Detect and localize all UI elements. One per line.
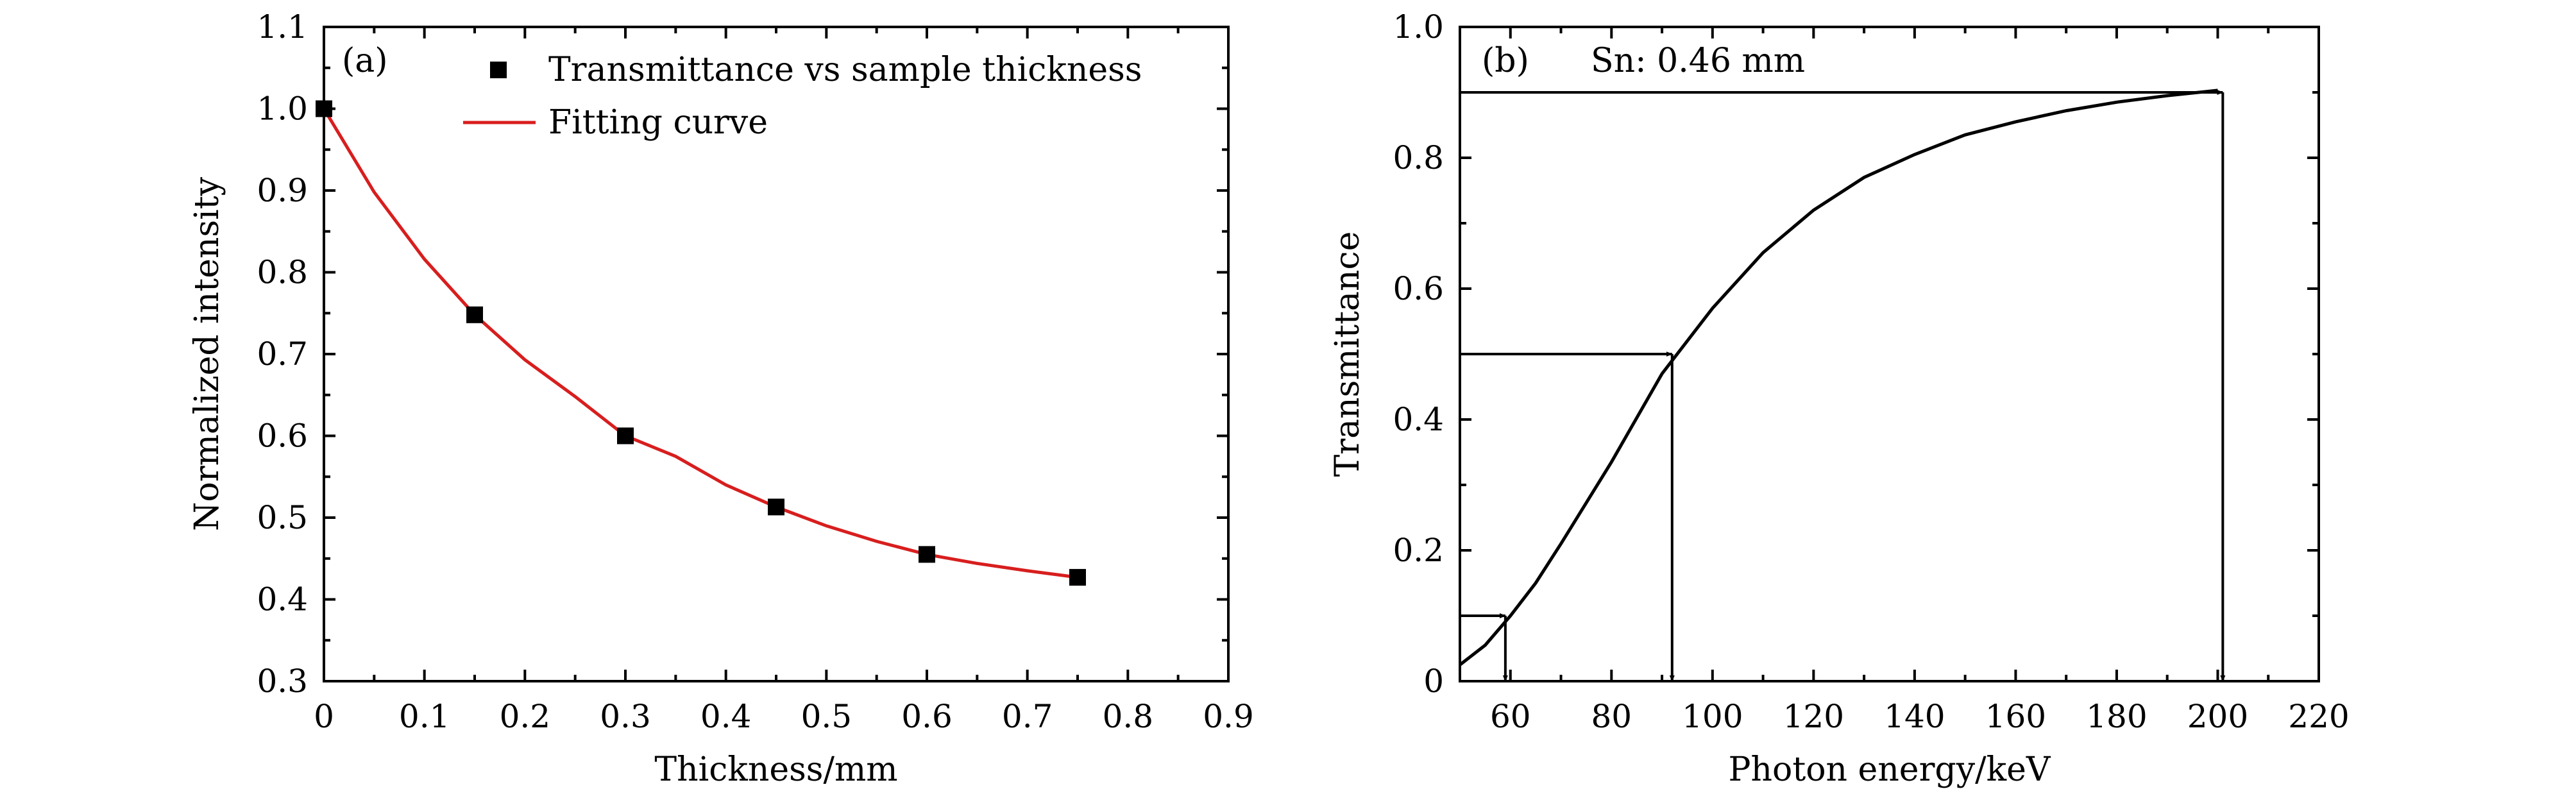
y-tick-label-a: 0.4 [257, 581, 308, 618]
y-tick-label-b: 0.2 [1393, 532, 1444, 569]
fitting-curve [322, 108, 1078, 579]
x-tick-label-a: 0.1 [399, 698, 450, 735]
y-tick-label-a: 1.1 [257, 8, 308, 46]
x-tick-label-b: 160 [1985, 698, 2046, 735]
y-tick-label-b: 0.4 [1393, 401, 1444, 438]
y-tick-label-a: 0.9 [257, 172, 308, 209]
panel-label-a: (a) [342, 42, 388, 80]
y-tick-label-a: 0.8 [257, 254, 308, 291]
x-tick-label-a: 0.5 [801, 698, 852, 735]
x-tick-label-a: 0.8 [1103, 698, 1154, 735]
x-tick-label-b: 140 [1884, 698, 1945, 735]
data-point-marker [1069, 569, 1086, 586]
panel-b: 60 80 100 120 140 160 180 200 220 0 0.2 0.4 0.6 0.8 1.… [1328, 8, 2350, 789]
legend-label-fitting: Fitting curve [548, 103, 768, 142]
x-tick-label-b: 220 [2288, 698, 2349, 735]
y-tick-label-b: 0.6 [1393, 270, 1444, 307]
x-axis-title-b: Photon energy/keV [1729, 750, 2051, 789]
x-tick-label-a: 0.4 [700, 698, 752, 735]
x-tick-label-a: 0.6 [901, 698, 953, 735]
x-tick-label-b: 100 [1682, 698, 1743, 735]
x-tick-label-b: 120 [1783, 698, 1844, 735]
data-point-marker [919, 546, 935, 563]
data-point-marker [316, 100, 332, 117]
panel-a: 0 0.1 0.2 0.3 0.4 0.5 0.6 0.7 0.8 0.9 0.3 0.4 0.5 0.6… [188, 8, 1254, 789]
transmittance-curve [1459, 89, 2218, 666]
y-tick-label-a: 0.5 [257, 499, 308, 536]
x-tick-label-a: 0.7 [1002, 698, 1053, 735]
data-point-marker [768, 498, 784, 516]
y-tick-label-b: 0 [1423, 663, 1444, 700]
x-tick-label-a: 0 [314, 698, 334, 735]
panel-label-b: (b) [1482, 42, 1529, 80]
legend-marker-square [490, 62, 507, 78]
data-point-marker [466, 306, 483, 323]
annotation-sn-thickness: Sn: 0.46 mm [1591, 42, 1805, 80]
y-tick-label-a: 0.7 [257, 335, 308, 373]
x-tick-label-b: 200 [2187, 698, 2248, 735]
plot-frame-a [323, 26, 1230, 682]
x-tick-label-b: 80 [1591, 698, 1632, 735]
y-tick-label-b: 1.0 [1393, 8, 1444, 46]
x-tick-label-a: 0.3 [600, 698, 651, 735]
data-point-marker [617, 427, 634, 445]
y-tick-label-a: 1.0 [257, 90, 308, 128]
y-axis-title-a: Normalized intensity [188, 176, 226, 531]
x-tick-label-b: 180 [2086, 698, 2147, 735]
x-tick-label-a: 0.2 [500, 698, 551, 735]
legend-label-transmittance: Transmittance vs sample thickness [548, 51, 1142, 89]
y-tick-label-a: 0.6 [257, 418, 308, 455]
y-axis-title-b: Transmittance [1328, 232, 1367, 477]
x-tick-label-a: 0.9 [1203, 698, 1254, 735]
y-tick-label-a: 0.3 [257, 663, 308, 700]
x-axis-title-a: Thickness/mm [654, 750, 897, 789]
y-tick-label-b: 0.8 [1393, 139, 1444, 176]
x-tick-label-b: 60 [1490, 698, 1531, 735]
